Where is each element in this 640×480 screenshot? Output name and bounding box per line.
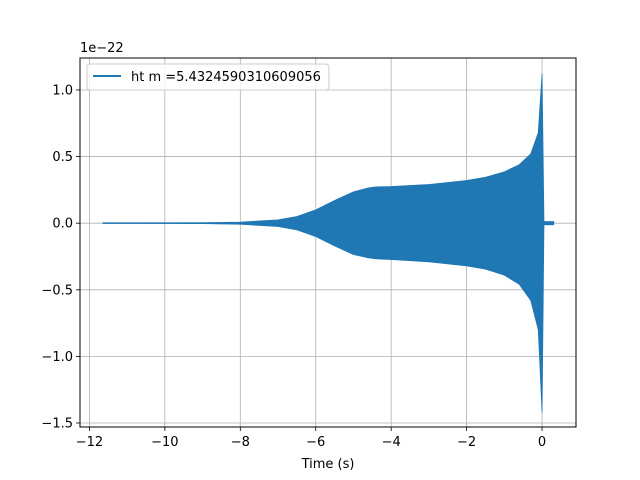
y-tick-label: 1.0 <box>52 83 73 98</box>
series-ringdown <box>543 221 555 226</box>
y-axis: −1.5 −1.0 −0.5 0.0 0.5 1.0 <box>41 83 80 432</box>
legend-box <box>86 63 330 91</box>
x-tick-label: −2 <box>457 435 476 450</box>
x-tick-label: −12 <box>76 435 103 450</box>
x-tick-label: −10 <box>151 435 178 450</box>
plot-frame <box>79 57 577 428</box>
y-tick-label: −0.5 <box>41 283 73 298</box>
legend-label: ht m =5.4324590310609056 <box>131 70 321 85</box>
x-tick-label: −8 <box>231 435 250 450</box>
x-axis-label: Time (s) <box>301 457 355 472</box>
y-tick-label: 0.5 <box>52 150 73 165</box>
x-tick-label: 0 <box>538 435 546 450</box>
series-layer <box>102 73 555 413</box>
y-tick-label: 0.0 <box>52 217 73 232</box>
y-offset-text: 1e−22 <box>80 41 124 56</box>
y-tick-label: −1.0 <box>41 350 73 365</box>
legend: ht m =5.4324590310609056 <box>86 63 330 91</box>
y-tick-label: −1.5 <box>41 417 73 432</box>
series-waveform <box>102 73 545 413</box>
x-tick-label: −6 <box>306 435 325 450</box>
x-tick-label: −4 <box>382 435 401 450</box>
x-axis: −12 −10 −8 −6 −4 −2 0 <box>76 427 546 450</box>
